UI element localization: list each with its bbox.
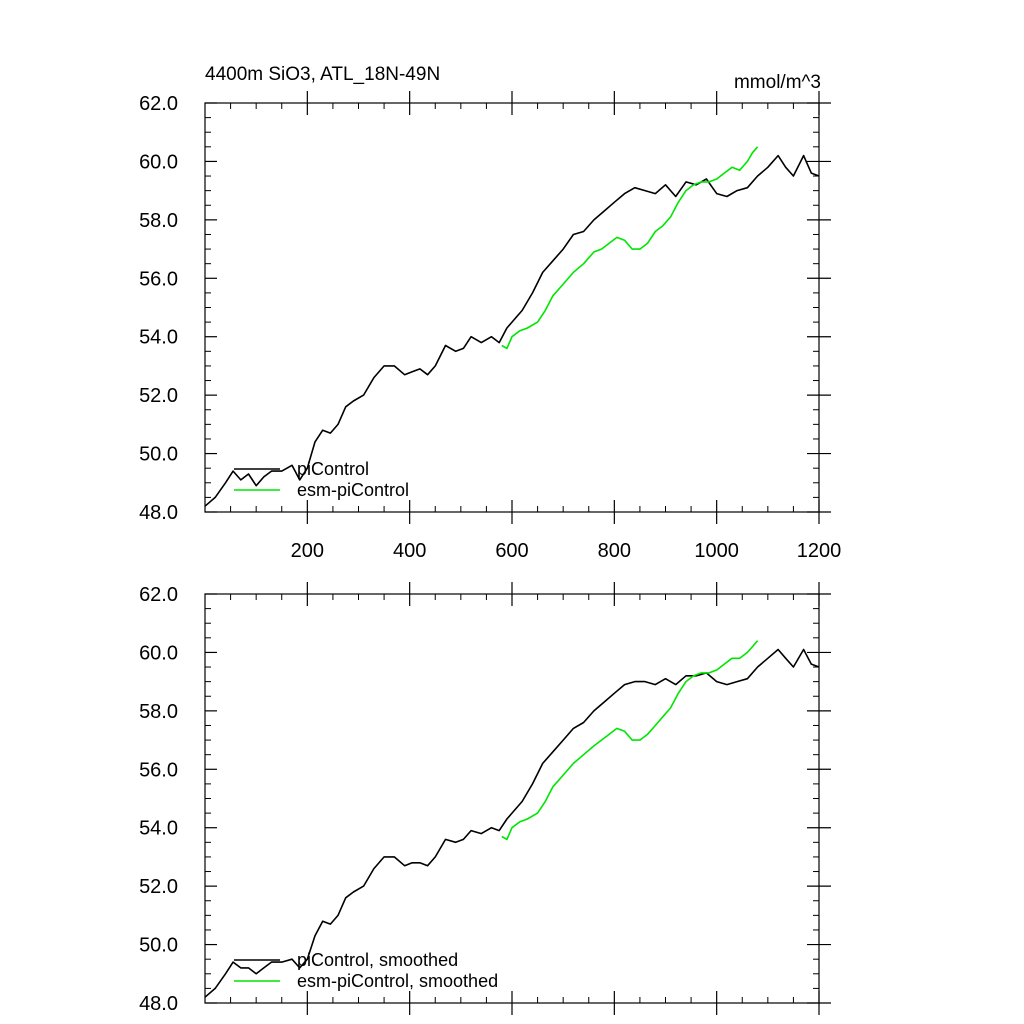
plot-frame (204, 102, 820, 513)
y-tick-label: 62.0 (139, 93, 178, 115)
plot-frame (204, 593, 820, 1004)
chart-panel-1: 200 400 600 800 1000 1200 48.0 50.0 52.0 54.0 56.0… (139, 64, 841, 562)
y-tick-label: 50.0 (139, 935, 178, 957)
y-tick-label: 56.0 (139, 268, 178, 290)
y-tick-label: 52.0 (139, 876, 178, 898)
legend-label: piControl (297, 459, 369, 479)
x-tick-label: 1200 (797, 540, 842, 562)
series-line-esm-picontrol-smoothed (501, 640, 759, 841)
x-tick-label: 1000 (694, 540, 739, 562)
chart-panel-2: 48.0 50.0 52.0 54.0 56.0 58.0 60.0 62.0 piContro… (139, 582, 831, 1015)
legend-label: esm-piControl (297, 480, 409, 500)
series-line-picontrol (204, 154, 820, 507)
x-tick-label: 200 (291, 540, 324, 562)
y-tick-label: 52.0 (139, 385, 178, 407)
y-tick-label: 58.0 (139, 701, 178, 723)
series-line-picontrol-smoothed (204, 648, 820, 998)
x-tick-label: 600 (495, 540, 528, 562)
x-tick-label: 800 (598, 540, 631, 562)
chart-title: 4400m SiO3, ATL_18N-49N (205, 64, 440, 85)
y-tick-label: 60.0 (139, 151, 178, 173)
y-tick-label: 50.0 (139, 444, 178, 466)
y-tick-label: 54.0 (139, 818, 178, 840)
y-tick-label: 56.0 (139, 759, 178, 781)
legend-label: piControl, smoothed (297, 950, 458, 970)
units-label: mmol/m^3 (734, 72, 821, 93)
x-tick-label: 400 (393, 540, 426, 562)
y-tick-label: 48.0 (139, 502, 178, 524)
y-tick-label: 48.0 (139, 993, 178, 1015)
legend-label: esm-piControl, smoothed (297, 971, 498, 991)
series-line-esm-picontrol (501, 146, 759, 350)
y-tick-label: 54.0 (139, 327, 178, 349)
y-tick-label: 58.0 (139, 210, 178, 232)
y-tick-label: 62.0 (139, 584, 178, 606)
y-tick-label: 60.0 (139, 642, 178, 664)
